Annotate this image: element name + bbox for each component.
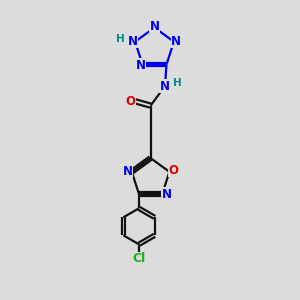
Text: N: N	[149, 20, 160, 33]
Text: H: H	[173, 78, 182, 88]
Text: N: N	[136, 58, 146, 72]
Text: H: H	[116, 34, 125, 44]
Text: N: N	[123, 165, 133, 178]
Text: N: N	[128, 34, 138, 48]
Text: Cl: Cl	[132, 252, 146, 265]
Text: O: O	[125, 94, 136, 108]
Text: N: N	[171, 34, 181, 48]
Text: O: O	[169, 164, 178, 177]
Text: N: N	[160, 80, 170, 93]
Text: N: N	[161, 188, 171, 201]
